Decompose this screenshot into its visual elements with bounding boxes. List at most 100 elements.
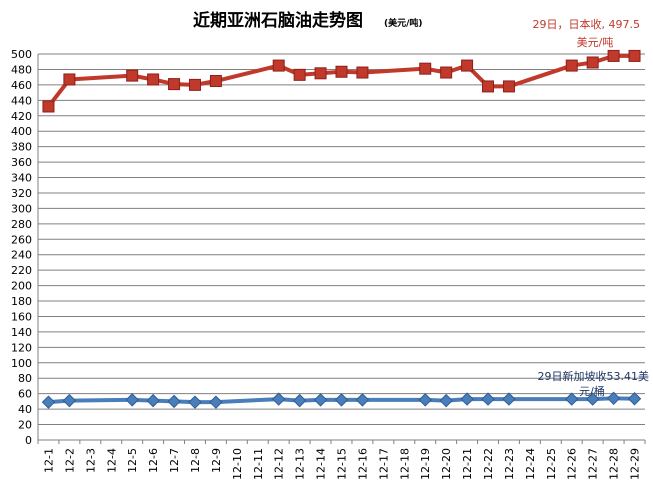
x-tick-label: 12-26 [566,448,579,480]
y-tick-label: 100 [11,357,32,370]
data-point [565,59,578,72]
y-tick-label: 80 [18,372,32,385]
chart-title-unit: (美元/吨) [384,17,423,29]
annotation-singapore-line1: 29日新加坡收53.41美 [538,369,650,383]
data-point [502,80,515,93]
x-tick-label: 12-14 [315,448,328,480]
y-tick-label: 240 [11,249,32,262]
y-tick-label: 480 [11,63,32,76]
data-point [355,393,370,407]
y-tick-label: 500 [11,48,32,61]
y-tick-label: 220 [11,264,32,277]
data-point [628,49,641,62]
annotation-japan-line1: 29日，日本收, 497.5 [533,17,640,31]
data-point [63,73,76,86]
x-tick-label: 12-28 [608,448,621,480]
x-tick-label: 12-7 [168,448,181,473]
x-tick-label: 12-27 [587,448,600,480]
data-point [585,392,600,406]
data-point [565,392,579,406]
data-point [356,66,369,79]
x-tick-label: 12-2 [63,448,76,473]
y-tick-label: 20 [18,419,32,432]
data-point [460,392,474,406]
x-tick-label: 12-9 [210,448,223,473]
y-tick-label: 440 [11,94,32,107]
data-point [418,393,432,407]
x-tick-label: 12-19 [419,448,432,480]
x-tick-label: 12-4 [105,448,118,473]
data-point [481,392,495,406]
y-tick-label: 380 [11,141,32,154]
annotation-japan-line2: 美元/吨 [577,36,614,49]
y-tick-label: 0 [25,434,32,447]
y-tick-label: 120 [11,341,32,354]
y-tick-label: 360 [11,156,32,169]
data-point [62,393,77,408]
data-point [586,56,599,69]
data-point [271,392,286,406]
data-point [627,392,642,406]
x-tick-label: 12-23 [503,448,516,480]
data-point [440,66,453,79]
y-tick-label: 420 [11,110,32,123]
y-tick-label: 400 [11,125,32,138]
data-point [482,80,495,93]
x-tick-label: 12-10 [231,448,244,480]
y-tick-label: 200 [11,280,32,293]
y-tick-label: 340 [11,172,32,185]
data-point [188,78,201,91]
data-point [335,65,348,78]
y-tick-label: 40 [18,403,32,416]
x-tick-label: 12-15 [336,448,349,480]
data-point [502,392,516,406]
data-point [292,393,307,408]
data-point [126,69,139,82]
x-tick-label: 12-8 [189,448,202,473]
annotation-singapore-line2: 元/桶 [579,384,605,398]
data-point [272,59,285,72]
data-point [293,68,306,81]
y-tick-label: 460 [11,79,32,92]
y-tick-label: 260 [11,233,32,246]
data-point [439,393,453,408]
data-point [314,67,327,80]
x-tick-label: 12-5 [126,448,139,473]
x-tick-label: 12-13 [294,448,307,480]
x-tick-label: 12-20 [440,448,453,480]
data-point [168,78,181,91]
x-tick-label: 12-1 [42,448,55,473]
data-point [41,395,56,409]
y-tick-label: 300 [11,202,32,215]
x-tick-label: 12-25 [545,448,558,480]
data-point [125,393,139,407]
y-tick-label: 180 [11,295,32,308]
chart-title: 近期亚洲石脑油走势图 [193,10,363,31]
data-point [209,395,223,409]
x-tick-label: 12-21 [461,448,474,480]
data-point [167,394,181,409]
data-point [146,393,160,408]
data-point [42,100,55,113]
x-tick-label: 12-18 [398,448,411,480]
x-tick-label: 12-6 [147,448,160,473]
data-point [188,395,202,409]
x-tick-label: 12-16 [356,448,369,480]
x-tick-label: 12-11 [252,448,265,480]
data-point [419,62,432,75]
data-point [461,59,474,72]
x-tick-label: 12-17 [377,448,390,480]
data-point [209,75,222,88]
x-tick-label: 12-12 [273,448,286,480]
x-tick-label: 12-22 [482,448,495,480]
data-point [606,391,621,406]
y-tick-label: 140 [11,326,32,339]
y-tick-label: 280 [11,218,32,231]
x-tick-label: 12-24 [524,448,537,480]
data-point [147,73,160,86]
data-point [607,49,620,62]
data-point [334,393,349,407]
y-tick-label: 320 [11,187,32,200]
data-point [313,393,328,407]
